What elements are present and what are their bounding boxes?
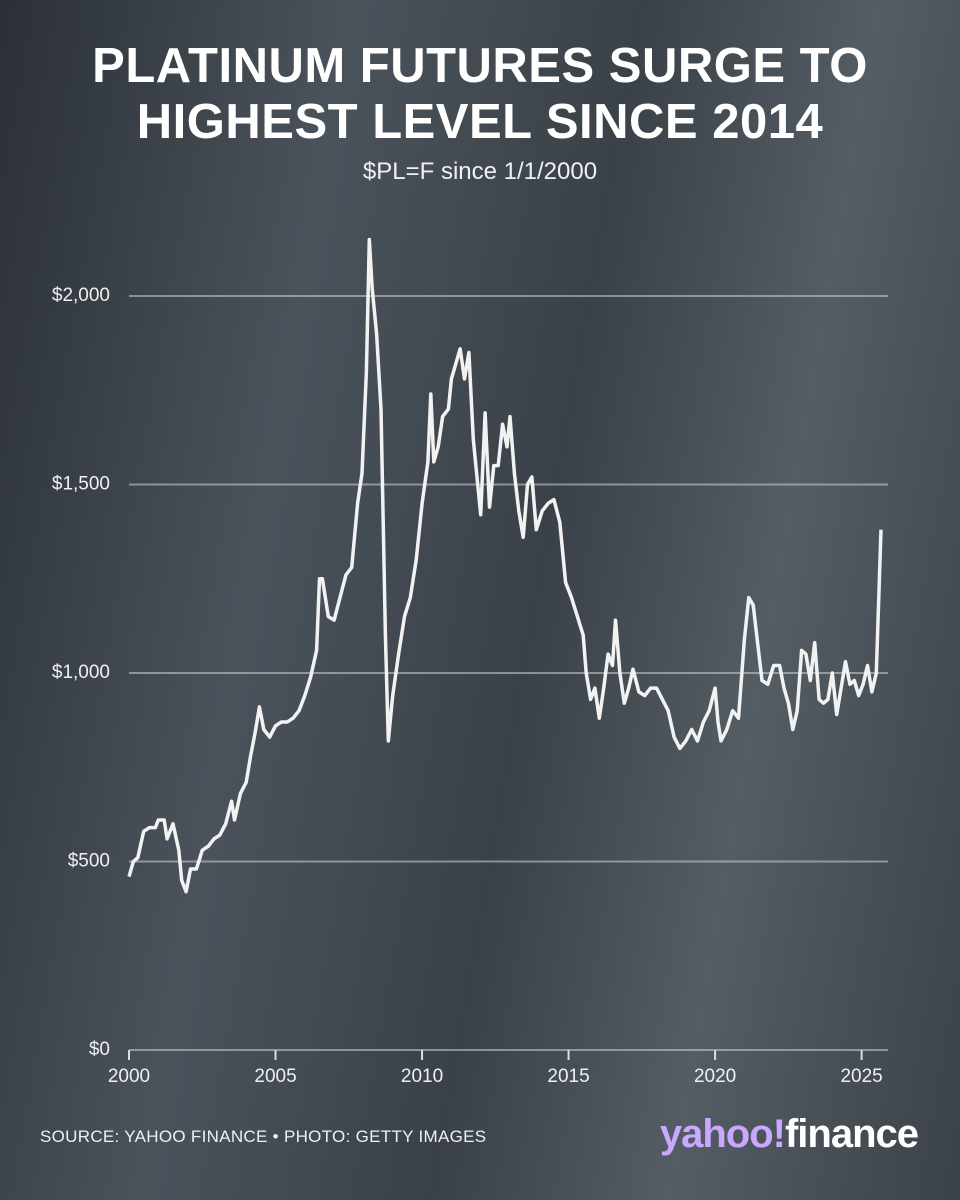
x-tick-label: 2010 xyxy=(401,1066,443,1087)
y-tick-label: $1,000 xyxy=(52,662,110,683)
price-line xyxy=(127,237,883,894)
source-note: SOURCE: YAHOO FINANCE • PHOTO: GETTY IMA… xyxy=(40,1127,487,1146)
x-tick-label: 2000 xyxy=(108,1066,150,1087)
logo-part: yahoo! xyxy=(659,1112,786,1156)
y-tick-label: $2,000 xyxy=(52,285,110,306)
logo-part: finance xyxy=(784,1112,919,1156)
y-tick-label: $1,500 xyxy=(52,474,110,495)
x-tick-label: 2005 xyxy=(254,1066,296,1087)
y-tick-label: $0 xyxy=(89,1039,110,1060)
chart-subtitle: $PL=F since 1/1/2000 xyxy=(362,158,598,185)
chart-title: PLATINUM FUTURES SURGE TO HIGHEST LEVEL … xyxy=(92,39,868,149)
x-tick-label: 2020 xyxy=(694,1066,736,1087)
x-tick-label: 2015 xyxy=(547,1066,589,1087)
logo: yahoo!finance xyxy=(659,1112,919,1157)
x-tick-label: 2025 xyxy=(840,1066,882,1087)
y-tick-label: $500 xyxy=(68,851,110,872)
